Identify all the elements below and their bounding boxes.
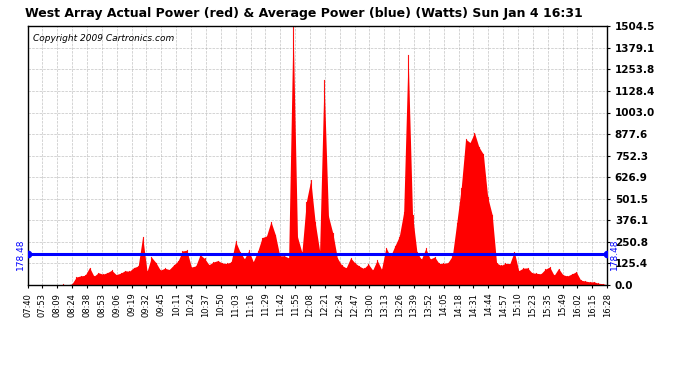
- Text: Copyright 2009 Cartronics.com: Copyright 2009 Cartronics.com: [33, 34, 175, 43]
- Text: West Array Actual Power (red) & Average Power (blue) (Watts) Sun Jan 4 16:31: West Array Actual Power (red) & Average …: [25, 8, 582, 21]
- Text: 178.48: 178.48: [610, 238, 619, 270]
- Text: 178.48: 178.48: [16, 238, 25, 270]
